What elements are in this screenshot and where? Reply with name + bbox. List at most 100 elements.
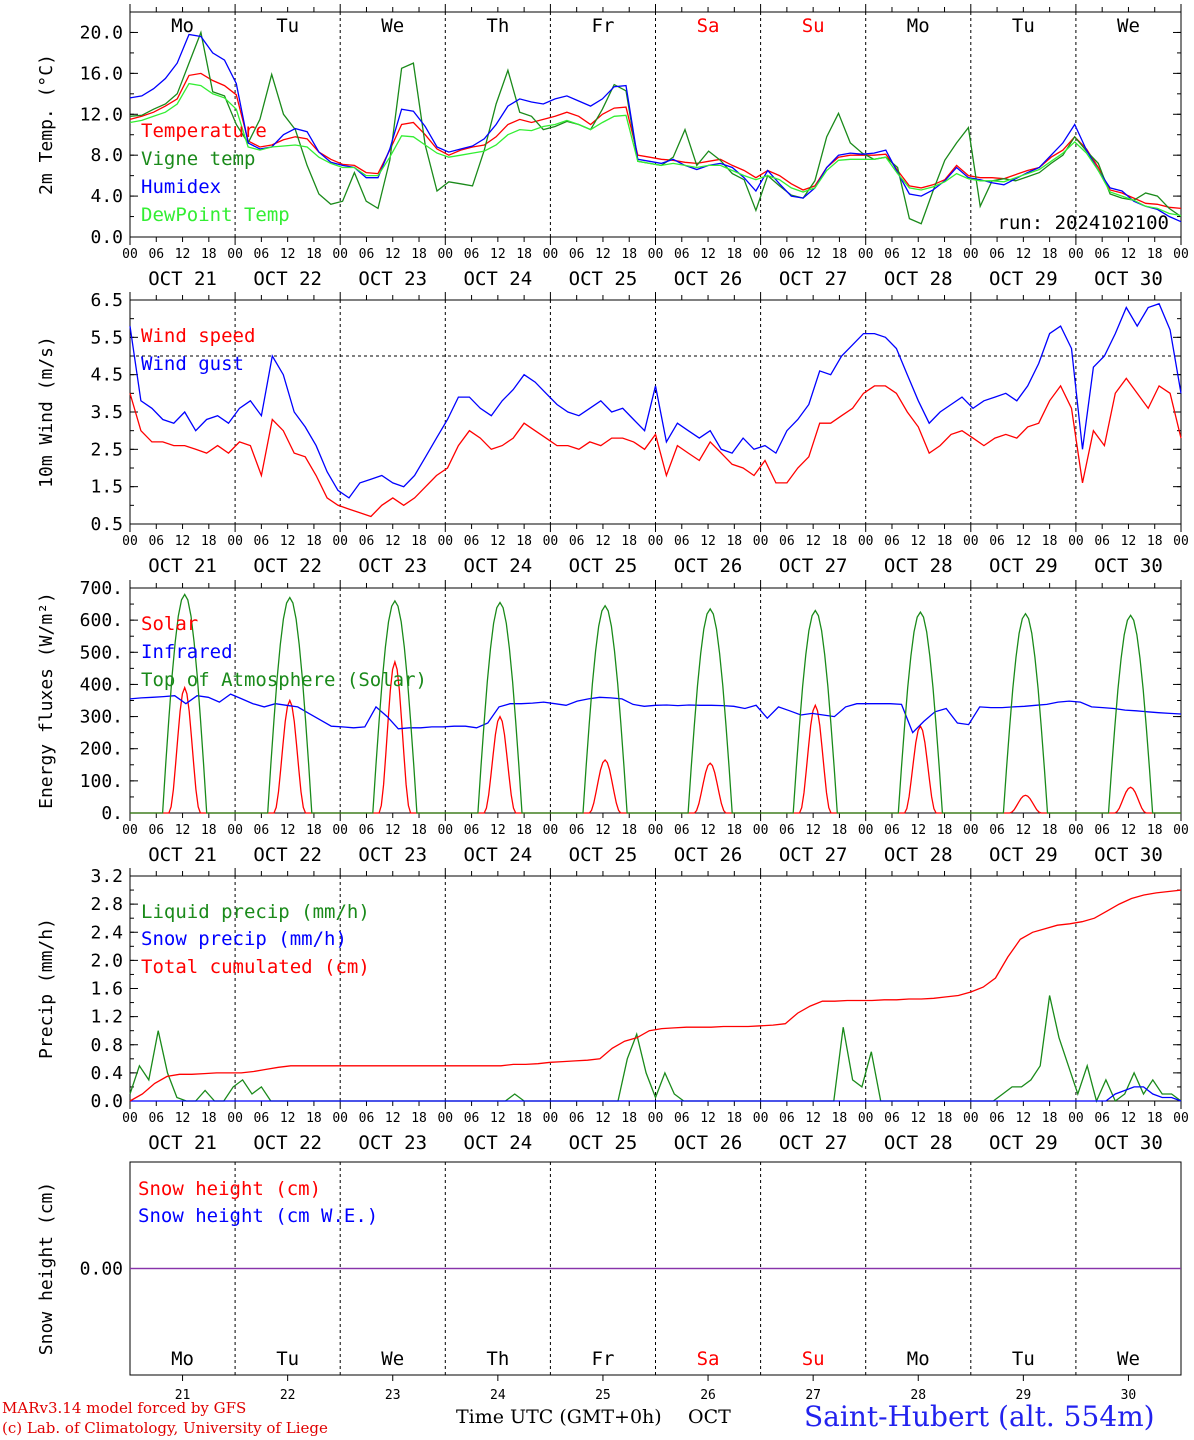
series-line-top-of-atmosphere-solar-	[130, 593, 1181, 814]
hour-label: 18	[832, 534, 848, 549]
hour-label: 18	[726, 534, 742, 549]
legend-entry: Snow height (cm W.E.)	[138, 1205, 378, 1227]
hour-label: 00	[753, 823, 769, 838]
hour-label: 18	[832, 1111, 848, 1126]
hour-label: 18	[726, 1111, 742, 1126]
weekday-label: Th	[486, 1348, 509, 1370]
hour-label: 00	[963, 1111, 979, 1126]
date-label: OCT 24	[464, 555, 533, 577]
y-tick-label: 2.0	[90, 950, 123, 971]
hour-label: 00	[543, 1111, 559, 1126]
date-label: OCT 28	[884, 268, 953, 290]
date-label: OCT 25	[569, 1132, 638, 1154]
hour-label: 00	[332, 1111, 348, 1126]
hour-label: 00	[437, 247, 453, 262]
date-label: OCT 28	[884, 844, 953, 866]
hour-label: 12	[700, 1111, 716, 1126]
hour-label: 00	[122, 823, 138, 838]
date-label: OCT 22	[253, 844, 322, 866]
y-tick-label: 500.	[80, 642, 123, 663]
hour-label: 00	[332, 823, 348, 838]
hour-label: 06	[254, 534, 270, 549]
hour-label: 06	[569, 1111, 585, 1126]
hour-label: 06	[989, 823, 1005, 838]
day-number: 27	[805, 1388, 821, 1400]
hour-label: 18	[621, 1111, 637, 1126]
hour-label: 12	[595, 534, 611, 549]
station-title: Saint-Hubert (alt. 554m)	[804, 1400, 1155, 1433]
hour-label: 06	[779, 1111, 795, 1126]
weekday-label: Sa	[697, 1348, 720, 1370]
date-label: OCT 29	[989, 1132, 1058, 1154]
hour-label: 06	[359, 823, 375, 838]
hour-label: 18	[411, 823, 427, 838]
y-tick-label: 0.0	[90, 1091, 123, 1112]
date-label: OCT 27	[779, 844, 848, 866]
weekday-label: Mo	[171, 1348, 194, 1370]
hour-label: 00	[543, 247, 559, 262]
weekday-label: Su	[802, 15, 825, 37]
y-tick-label: 0.0	[90, 227, 123, 248]
hour-label: 00	[122, 1111, 138, 1126]
hour-label: 18	[937, 247, 953, 262]
hour-label: 12	[700, 247, 716, 262]
hour-label: 18	[411, 1111, 427, 1126]
y-tick-label: 400.	[80, 674, 123, 695]
hour-label: 00	[1068, 823, 1084, 838]
hour-label: 18	[1042, 1111, 1058, 1126]
hour-label: 18	[1042, 534, 1058, 549]
hour-label: 18	[1042, 823, 1058, 838]
hour-label: 00	[437, 1111, 453, 1126]
temp-panel: 00 06 12 18 OCT 21 00 06 12 18 OCT 22 00 06 12 18 OCT …	[36, 4, 1189, 290]
legend-entry: Solar	[141, 613, 198, 635]
hour-label: 00	[648, 534, 664, 549]
hour-label: 12	[280, 247, 296, 262]
energy-panel: 00 06 12 18 OCT 21 00 06 12 18 OCT 22 00 06 12 18 OCT …	[36, 578, 1189, 866]
hour-label: 00	[1173, 823, 1189, 838]
date-label: OCT 21	[148, 844, 217, 866]
hour-label: 18	[306, 534, 322, 549]
hour-label: 00	[648, 247, 664, 262]
date-label: OCT 22	[253, 268, 322, 290]
y-tick-label: 200.	[80, 739, 123, 760]
y-tick-label: 1.2	[90, 1007, 123, 1028]
hour-label: 06	[989, 1111, 1005, 1126]
hour-label: 12	[490, 1111, 506, 1126]
weekday-label: Sa	[697, 15, 720, 37]
hour-label: 06	[254, 1111, 270, 1126]
y-tick-label: 0.8	[90, 1035, 123, 1056]
day-number: 29	[1016, 1388, 1032, 1400]
day-number: 21	[175, 1388, 191, 1400]
weekday-label: Mo	[907, 1348, 930, 1370]
hour-label: 12	[385, 247, 401, 262]
y-tick-label: 12.0	[80, 104, 123, 125]
hour-label: 06	[1094, 823, 1110, 838]
hour-label: 00	[858, 1111, 874, 1126]
hour-label: 18	[621, 247, 637, 262]
hour-label: 12	[595, 247, 611, 262]
hour-label: 18	[306, 823, 322, 838]
y-tick-label: 700.	[80, 578, 123, 599]
date-label: OCT 26	[674, 555, 743, 577]
hour-label: 18	[937, 823, 953, 838]
hour-label: 06	[569, 247, 585, 262]
date-label: OCT 21	[148, 1132, 217, 1154]
hour-label: 12	[910, 247, 926, 262]
hour-label: 06	[148, 534, 164, 549]
legend-entry: Liquid precip (mm/h)	[141, 901, 370, 923]
hour-label: 06	[148, 1111, 164, 1126]
lab-credit: (c) Lab. of Climatology, University of L…	[2, 1419, 328, 1437]
hour-label: 12	[1016, 534, 1032, 549]
date-label: OCT 24	[464, 268, 533, 290]
hour-label: 12	[805, 823, 821, 838]
hour-label: 18	[621, 534, 637, 549]
hour-label: 18	[516, 823, 532, 838]
date-label: OCT 21	[148, 268, 217, 290]
hour-label: 12	[1121, 247, 1137, 262]
hour-label: 12	[1016, 247, 1032, 262]
y-tick-label: 5.5	[90, 327, 123, 348]
hour-label: 18	[201, 823, 217, 838]
hour-label: 06	[779, 247, 795, 262]
series-line-liquid-precip-mm-h-	[129, 995, 1182, 1103]
weekday-label: We	[381, 1348, 404, 1370]
